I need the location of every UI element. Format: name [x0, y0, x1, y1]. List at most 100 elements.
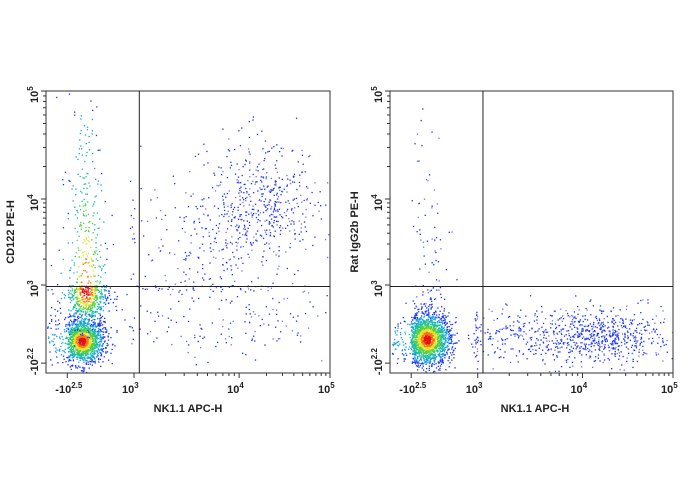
event-dot: [218, 250, 220, 252]
event-dot: [93, 203, 95, 205]
event-dot: [62, 339, 64, 341]
event-dot: [417, 357, 419, 359]
event-dot: [631, 344, 633, 346]
event-dot: [301, 201, 303, 203]
event-dot: [245, 197, 247, 200]
event-dot: [83, 336, 86, 338]
event-dot: [416, 344, 418, 346]
event-dot: [437, 365, 439, 367]
event-dot: [421, 351, 423, 353]
event-dot: [210, 243, 212, 245]
event-dot: [78, 289, 80, 292]
event-dot: [415, 325, 418, 328]
event-dot: [90, 337, 92, 339]
event-dot: [434, 331, 436, 334]
event-dot: [298, 220, 300, 222]
event-dot: [90, 331, 92, 333]
event-dot: [88, 300, 90, 303]
event-dot: [91, 288, 93, 290]
event-dot: [192, 288, 194, 290]
event-dot: [86, 329, 88, 331]
event-dot: [98, 351, 100, 353]
event-dot: [291, 330, 294, 332]
event-dot: [440, 344, 442, 346]
event-dot: [454, 367, 456, 369]
event-dot: [249, 195, 251, 198]
event-dot: [99, 343, 101, 345]
event-dot: [443, 349, 446, 351]
event-dot: [422, 346, 424, 348]
event-dot: [88, 345, 91, 348]
event-dot: [273, 194, 275, 196]
event-dot: [90, 324, 93, 326]
event-dot: [53, 344, 55, 346]
event-dot: [53, 343, 56, 346]
event-dot: [428, 322, 430, 324]
event-dot: [87, 349, 89, 351]
event-dot: [250, 212, 252, 214]
event-dot: [81, 357, 83, 359]
event-dot: [266, 186, 268, 188]
event-dot: [100, 329, 102, 331]
event-dot: [215, 257, 217, 259]
event-dot: [275, 183, 277, 185]
event-dot: [88, 350, 91, 352]
event-dot: [81, 334, 83, 336]
event-dot: [88, 331, 90, 333]
event-dot: [71, 323, 73, 326]
event-dot: [238, 226, 240, 228]
event-dot: [80, 221, 82, 224]
axis-ticks: [41, 90, 331, 378]
event-dot: [451, 354, 453, 356]
event-dot: [435, 343, 437, 346]
event-dot: [101, 337, 103, 339]
event-dot: [80, 301, 82, 304]
event-dot: [227, 149, 229, 151]
event-dot: [233, 256, 235, 258]
event-dot: [426, 329, 428, 331]
event-dot: [96, 294, 98, 297]
event-dot: [426, 357, 428, 359]
event-dot: [256, 166, 259, 168]
event-dot: [312, 215, 314, 217]
event-dot: [253, 290, 255, 292]
event-dot: [96, 334, 99, 336]
event-dot: [403, 354, 405, 356]
event-dot: [270, 213, 272, 216]
event-dot: [85, 215, 88, 217]
event-dot: [144, 275, 146, 278]
event-dot: [416, 296, 418, 298]
event-dot: [417, 365, 419, 367]
event-dot: [245, 211, 247, 213]
event-dot: [80, 331, 82, 333]
event-dot: [90, 355, 92, 357]
event-dot: [69, 316, 71, 318]
event-dot: [251, 244, 253, 246]
event-dot: [74, 334, 76, 336]
event-dot: [74, 290, 76, 292]
event-dot: [437, 338, 439, 340]
event-dot: [116, 298, 118, 300]
event-dot: [81, 346, 83, 349]
event-dot: [435, 347, 437, 349]
event-dot: [79, 336, 81, 338]
event-dot: [265, 206, 267, 208]
event-dot: [78, 333, 80, 335]
event-dot: [68, 355, 70, 357]
event-dot: [102, 309, 105, 312]
event-dot: [233, 216, 236, 219]
event-dot: [443, 344, 446, 346]
event-dot: [92, 260, 94, 262]
event-dot: [85, 354, 87, 356]
event-dot: [444, 348, 446, 351]
event-dot: [433, 330, 435, 332]
event-dot: [95, 311, 97, 313]
event-dot: [276, 224, 278, 226]
event-dot: [432, 326, 435, 328]
event-dot: [420, 356, 422, 358]
event-dot: [303, 221, 306, 223]
event-dot: [413, 351, 415, 353]
event-dot: [88, 241, 90, 243]
event-dot: [411, 339, 413, 341]
event-dot: [427, 330, 430, 332]
